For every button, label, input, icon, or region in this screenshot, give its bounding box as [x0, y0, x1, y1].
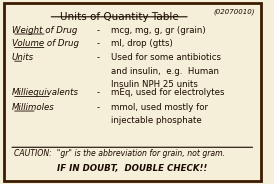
Text: -: -	[97, 88, 100, 97]
Text: mEq, used for electrolytes: mEq, used for electrolytes	[111, 88, 225, 97]
Text: injectable phosphate: injectable phosphate	[111, 116, 202, 125]
Text: Used for some antibiotics: Used for some antibiotics	[111, 53, 221, 62]
Text: mmol, used mostly for: mmol, used mostly for	[111, 103, 208, 112]
FancyBboxPatch shape	[4, 3, 261, 181]
Text: ml, drop (gtts): ml, drop (gtts)	[111, 39, 173, 48]
Text: Units of Quantity Table: Units of Quantity Table	[60, 12, 179, 22]
Text: -: -	[97, 103, 100, 112]
Text: Milliequivalents: Milliequivalents	[12, 88, 79, 97]
Text: Insulin NPH 25 units: Insulin NPH 25 units	[111, 80, 198, 89]
Text: Units: Units	[12, 53, 34, 62]
Text: Volume of Drug: Volume of Drug	[12, 39, 79, 48]
Text: Millimoles: Millimoles	[12, 103, 55, 112]
Text: CAUTION:  "gr" is the abbreviation for grain, not gram.: CAUTION: "gr" is the abbreviation for gr…	[15, 149, 226, 158]
Text: -: -	[97, 53, 100, 62]
Text: IF IN DOUBT,  DOUBLE CHECK!!: IF IN DOUBT, DOUBLE CHECK!!	[57, 164, 207, 173]
Text: -: -	[97, 39, 100, 48]
Text: and insulin,  e.g.  Human: and insulin, e.g. Human	[111, 67, 219, 76]
Text: -: -	[97, 26, 100, 35]
Text: Weight of Drug: Weight of Drug	[12, 26, 77, 35]
Text: (02070010): (02070010)	[214, 9, 255, 15]
Text: mcg, mg, g, gr (grain): mcg, mg, g, gr (grain)	[111, 26, 206, 35]
